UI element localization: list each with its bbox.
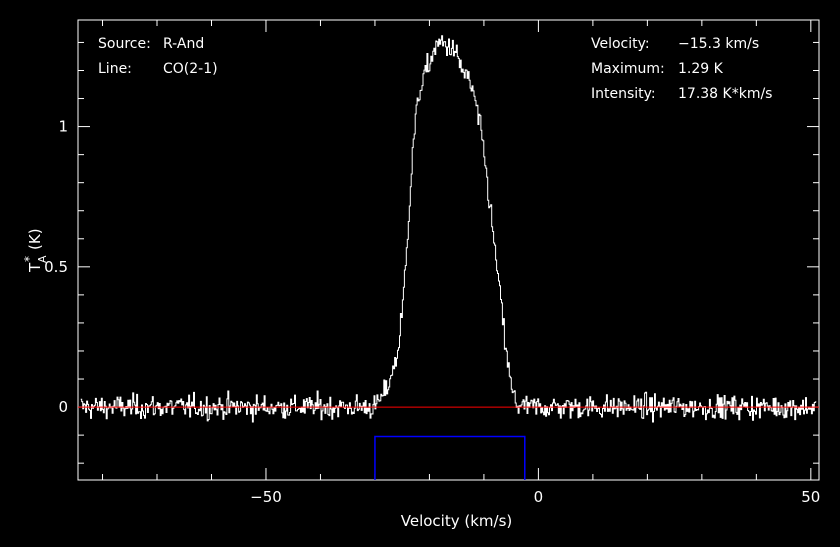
line-value: CO(2-1) [163, 61, 218, 77]
plot-frame [77, 19, 820, 481]
source-value: R-And [163, 36, 205, 52]
intensity-value: 17.38 K*km/s [678, 86, 773, 102]
source-line: Source: R-And [98, 36, 204, 52]
x-tick-label: 0 [534, 488, 544, 506]
y-axis-label-sub: A [36, 255, 49, 263]
source-label: Source: [98, 36, 151, 52]
y-axis-label: T* A (K) [22, 228, 49, 273]
y-axis-label-unit: (K) [26, 228, 44, 250]
x-tick-label: 50 [801, 488, 820, 506]
velocity-label: Velocity: [591, 36, 650, 52]
velocity-value: −15.3 km/s [678, 36, 760, 52]
y-axis-label-sup: * [22, 256, 36, 262]
maximum-value: 1.29 K [678, 61, 723, 77]
maximum-line: Maximum: 1.29 K [591, 61, 723, 77]
velocity-line: Velocity: −15.3 km/s [591, 36, 759, 52]
maximum-label: Maximum: [591, 61, 665, 77]
x-tick-label: −50 [250, 488, 282, 506]
line-line: Line: CO(2-1) [98, 61, 218, 77]
y-tick-label: 1 [58, 118, 68, 136]
y-axis-label-main: T [26, 262, 44, 273]
intensity-label: Intensity: [591, 86, 656, 102]
x-axis-label: Velocity (km/s) [401, 512, 512, 530]
y-tick-label: 0 [58, 398, 68, 416]
intensity-line: Intensity: 17.38 K*km/s [591, 86, 772, 102]
integration-window [374, 435, 526, 480]
spectrum-line [80, 35, 817, 423]
y-tick-label: 0.5 [44, 258, 68, 276]
line-label: Line: [98, 61, 132, 77]
